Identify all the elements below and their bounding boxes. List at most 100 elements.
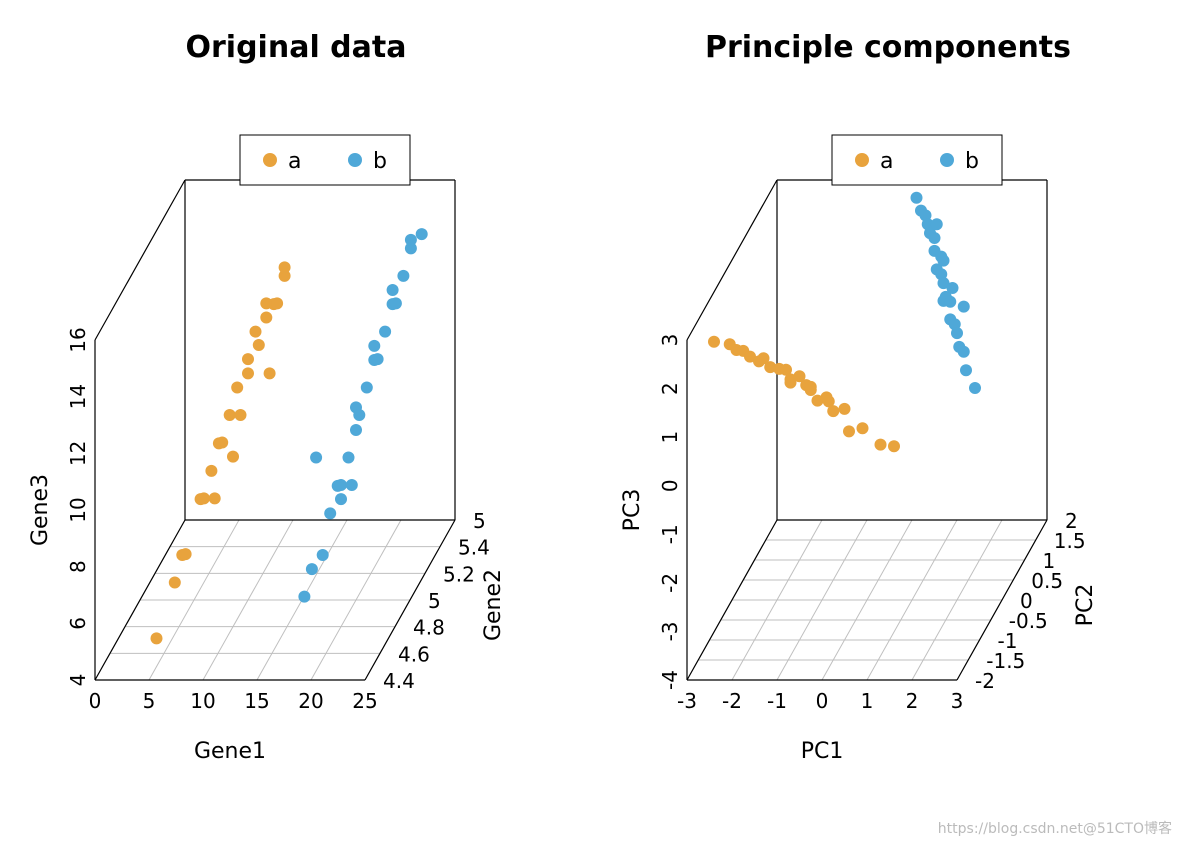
point-b	[929, 232, 941, 244]
legend-label: b	[373, 149, 387, 174]
y-axis-label: PC2	[1073, 584, 1098, 627]
z-tick: 3	[658, 334, 682, 347]
y-tick: 4.8	[413, 616, 445, 640]
y-tick: 5	[473, 509, 486, 533]
right-3d-scatter: -3-2-10123-2-1.5-1-0.500.511.52-4-3-2-10…	[592, 0, 1184, 846]
point-a	[708, 336, 720, 348]
point-b	[397, 270, 409, 282]
point-a	[839, 403, 851, 415]
z-axis-label: PC3	[620, 489, 645, 532]
point-a	[198, 492, 210, 504]
x-tick: 3	[951, 689, 964, 713]
point-a	[271, 297, 283, 309]
z-tick: 12	[66, 441, 90, 466]
legend-label: a	[880, 149, 893, 174]
point-b	[379, 326, 391, 338]
left-panel: Original data 05101520254.44.64.855.25.4…	[0, 0, 592, 846]
frame-group	[95, 180, 455, 680]
y-tick: 5	[428, 589, 441, 613]
x-tick: 25	[352, 689, 377, 713]
y-axis-label: Gene2	[481, 569, 506, 641]
point-b	[372, 353, 384, 365]
z-tick: 4	[66, 674, 90, 687]
right-panel: Principle components -3-2-10123-2-1.5-1-…	[592, 0, 1184, 846]
point-b	[931, 218, 943, 230]
point-b	[390, 297, 402, 309]
x-tick: 20	[298, 689, 323, 713]
x-axis-label: Gene1	[194, 739, 266, 764]
z-tick: 1	[658, 431, 682, 444]
x-tick: 5	[143, 689, 156, 713]
z-tick: 14	[66, 384, 90, 409]
legend-marker	[263, 153, 277, 167]
z-tick: 10	[66, 497, 90, 522]
z-tick: 16	[66, 327, 90, 352]
point-b	[317, 549, 329, 561]
point-b	[306, 563, 318, 575]
z-tick: -3	[658, 621, 682, 641]
point-b	[969, 382, 981, 394]
x-tick: -3	[677, 689, 697, 713]
x-tick: -1	[767, 689, 787, 713]
point-a	[823, 395, 835, 407]
x-tick: 1	[861, 689, 874, 713]
point-a	[235, 409, 247, 421]
y-tick: 4.6	[398, 642, 430, 666]
z-tick: 2	[658, 382, 682, 395]
watermark-text: https://blog.csdn.net@51CTO博客	[938, 818, 1172, 838]
x-axis-label: PC1	[801, 739, 844, 764]
point-a	[264, 367, 276, 379]
point-a	[224, 409, 236, 421]
point-b	[951, 327, 963, 339]
point-a	[180, 548, 192, 560]
point-b	[944, 296, 956, 308]
point-b	[335, 479, 347, 491]
z-tick: 0	[658, 479, 682, 492]
point-a	[260, 312, 272, 324]
x-tick: 0	[816, 689, 829, 713]
z-tick: -4	[658, 670, 682, 690]
point-a	[785, 377, 797, 389]
point-a	[843, 425, 855, 437]
y-tick: 2	[1065, 509, 1078, 533]
point-b	[405, 234, 417, 246]
y-tick: 4.4	[383, 669, 415, 693]
point-b	[947, 282, 959, 294]
point-a	[805, 384, 817, 396]
z-tick: 6	[66, 617, 90, 630]
point-b	[958, 301, 970, 313]
point-a	[151, 632, 163, 644]
point-b	[368, 340, 380, 352]
point-a	[253, 339, 265, 351]
point-b	[298, 591, 310, 603]
legend-group: ab	[832, 135, 1002, 185]
x-tick: 15	[244, 689, 269, 713]
point-b	[960, 364, 972, 376]
z-axis-label: Gene3	[28, 474, 53, 546]
point-b	[324, 507, 336, 519]
point-b	[387, 284, 399, 296]
point-b	[416, 228, 428, 240]
y-tick: 5.4	[458, 536, 490, 560]
ticks-group: -3-2-10123-2-1.5-1-0.500.511.52-4-3-2-10…	[658, 334, 1086, 713]
point-a	[227, 451, 239, 463]
point-a	[169, 577, 181, 589]
legend-group: ab	[240, 135, 410, 185]
point-b	[350, 424, 362, 436]
point-b	[346, 479, 358, 491]
point-a	[279, 261, 291, 273]
legend-marker	[855, 153, 869, 167]
point-a	[242, 367, 254, 379]
point-b	[343, 452, 355, 464]
point-a	[857, 422, 869, 434]
z-tick: 8	[66, 560, 90, 573]
points-group	[151, 228, 428, 644]
y-tick: 5.2	[443, 562, 475, 586]
point-b	[958, 346, 970, 358]
frame-edge	[687, 180, 777, 340]
x-tick: 10	[190, 689, 215, 713]
x-tick: 0	[89, 689, 102, 713]
legend-label: a	[288, 149, 301, 174]
legend-label: b	[965, 149, 979, 174]
point-a	[875, 439, 887, 451]
